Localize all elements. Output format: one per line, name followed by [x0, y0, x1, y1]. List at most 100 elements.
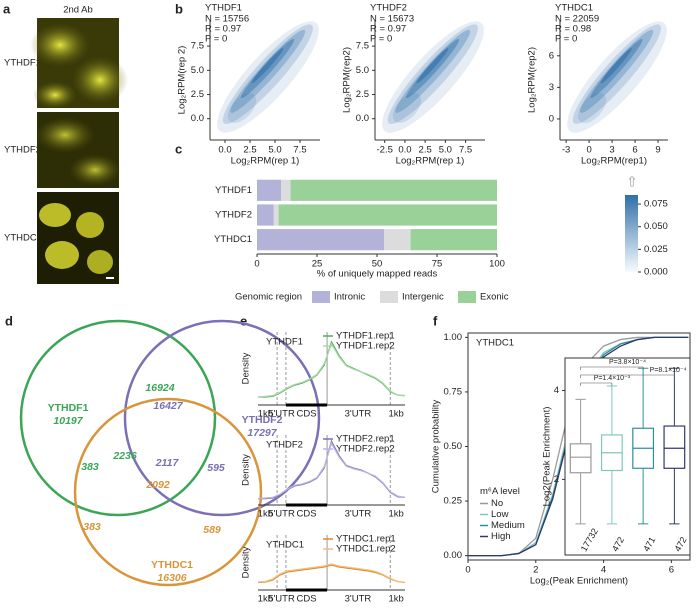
density-contour: [227, 93, 257, 123]
plot-title: YTHDF2: [370, 3, 407, 14]
x-tick-label: 25: [312, 259, 323, 270]
x-axis-label: % of uniquely mapped reads: [317, 269, 438, 280]
annotation: P = 0: [370, 34, 392, 45]
x-tick-label: 7.5: [459, 145, 472, 156]
plot-title: YTHDF1: [266, 337, 303, 348]
venn-circle: [123, 319, 321, 517]
region-label: 1kb: [389, 594, 404, 605]
x-axis-label: Log₂RPM(rep 1): [231, 156, 300, 167]
box: [663, 425, 686, 469]
y-tick-label: 0: [549, 113, 554, 124]
annotation: N = 22059: [555, 14, 599, 25]
y-tick-label: 7.5: [356, 41, 369, 52]
y-tick-label: 7.5: [191, 41, 204, 52]
y-tick-label: 0.00: [444, 550, 463, 561]
legend-label: YTHDC1.rep1: [336, 534, 396, 545]
nucleus: [45, 241, 79, 269]
series-line: [257, 563, 406, 584]
legend-label: YTHDC1.rep2: [336, 544, 396, 555]
set-count: 10197: [53, 415, 83, 427]
x-axis-label: Log₂(Peak Enrichment): [530, 576, 628, 587]
density-contour: [395, 29, 471, 113]
row-label: YTHDF2: [4, 145, 41, 156]
bar-segment: [257, 229, 385, 251]
panel-label: a: [3, 1, 11, 16]
overlap-count: 2117: [155, 457, 180, 469]
p-value: P=3.8×10⁻⁴: [609, 359, 646, 366]
nucleus: [39, 203, 71, 227]
set-name: YTHDF1: [48, 402, 89, 414]
cell: [69, 154, 121, 186]
overlap-count: 2092: [145, 479, 170, 491]
legend-label: Low: [491, 509, 509, 520]
bar-segment: [281, 179, 291, 201]
row-label: YTHDC1: [4, 233, 42, 244]
annotation: R = 0.98: [555, 24, 591, 35]
cell: [72, 56, 128, 104]
y-tick-label: 3: [549, 82, 554, 93]
y-axis-label: Density: [241, 454, 252, 486]
density-contour: [567, 21, 667, 133]
density-contour: [222, 24, 313, 124]
region-label: 3'UTR: [345, 509, 372, 520]
set-count: 16306: [157, 572, 186, 584]
category-label: YTHDF1: [215, 185, 252, 196]
density-contour: [392, 93, 422, 123]
venn-circle: [73, 397, 263, 587]
y-tick-label: 2.5: [191, 89, 204, 100]
plot-title: YTHDC1: [555, 3, 593, 14]
column-title: 2nd Ab: [63, 5, 93, 16]
set-name: YTHDC1: [151, 559, 193, 571]
bracket: [580, 382, 613, 386]
legend-title: m⁶A level: [480, 486, 520, 497]
legend-label: Exonic: [480, 292, 509, 303]
x-axis-label: Log₂RPM(rep1): [581, 156, 647, 167]
bar-segment: [273, 204, 279, 226]
plot-title: YTHDC1: [266, 540, 304, 551]
region-label: CDS: [296, 509, 316, 520]
region-label: 1kb: [389, 409, 404, 420]
y-tick-label: 0.75: [444, 386, 463, 397]
overlap-count: 16924: [145, 382, 174, 394]
x-tick-label: 2: [533, 565, 538, 576]
colorbar: [625, 195, 638, 272]
x-tick-label: 7.5: [293, 145, 306, 156]
series-line: [257, 441, 406, 500]
region-label: 1kb: [258, 409, 273, 420]
p-value: P=1.4×10⁻³: [594, 375, 631, 382]
bar-segment: [384, 229, 411, 251]
panel-label: f: [433, 313, 438, 328]
category-label: YTHDC1: [214, 234, 252, 245]
overlap-count: 595: [207, 462, 225, 474]
legend-label: YTHDF1.rep1: [336, 331, 395, 342]
x-tick-label: 0: [254, 259, 259, 270]
overlap-count: 16427: [153, 400, 183, 412]
annotation: P = 0: [555, 34, 577, 45]
x-tick-label: 6: [669, 565, 674, 576]
nucleus: [76, 212, 104, 238]
overlap-count: 383: [81, 461, 99, 473]
density-contour: [387, 24, 478, 124]
density-contour: [577, 92, 607, 124]
legend-title: Genomic region: [235, 292, 302, 303]
y-tick-label: 1.00: [444, 332, 463, 343]
x-axis-label: Log₂RPM(rep 1): [396, 156, 465, 167]
cell: [35, 117, 95, 153]
annotation: P = 0: [205, 34, 227, 45]
y-tick-label: 0.0: [191, 113, 204, 124]
annotation: N = 15756: [205, 14, 249, 25]
venn-circle: [19, 319, 217, 517]
nucleus: [87, 250, 113, 274]
overlap-count: 2236: [112, 450, 137, 462]
x-tick-label: 5.0: [268, 145, 281, 156]
y-tick-label: 0.075: [644, 199, 668, 210]
x-tick-label: 100: [489, 259, 505, 270]
density-contour: [572, 24, 661, 124]
density-contour: [217, 21, 319, 133]
x-tick-label: 0.0: [398, 145, 411, 156]
set-count: 17297: [247, 427, 277, 439]
x-tick-label: 5.0: [439, 145, 452, 156]
y-axis-label: Log₂RPM(rep 2): [177, 46, 188, 115]
region-label: CDS: [296, 594, 316, 605]
bracket: [580, 374, 675, 378]
